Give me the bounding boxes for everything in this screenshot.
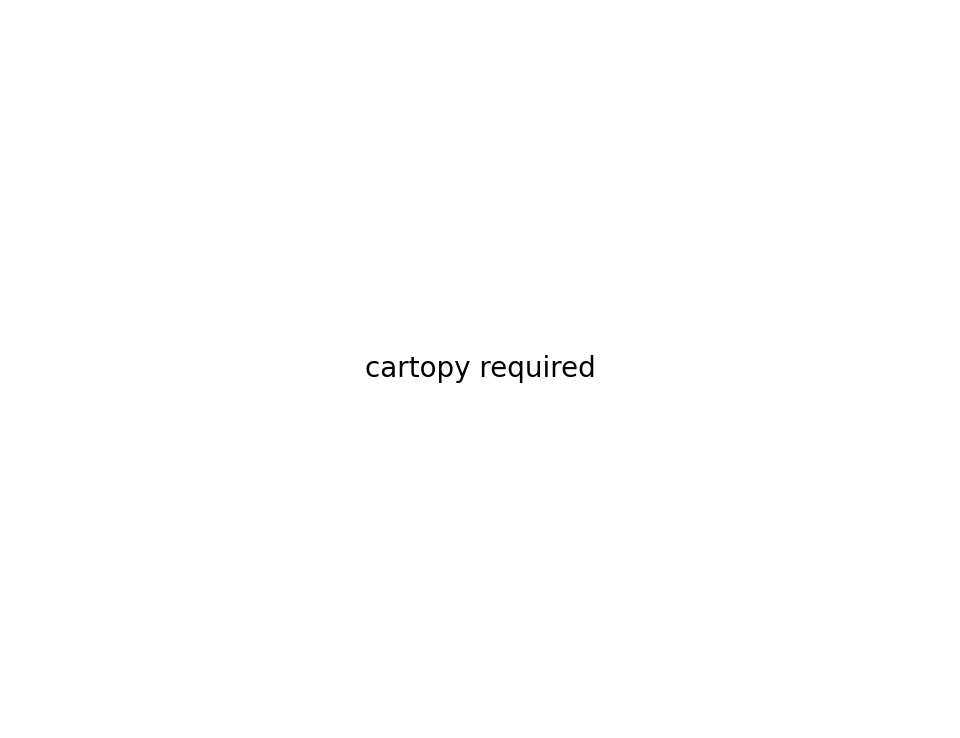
Text: cartopy required: cartopy required [365, 355, 595, 383]
